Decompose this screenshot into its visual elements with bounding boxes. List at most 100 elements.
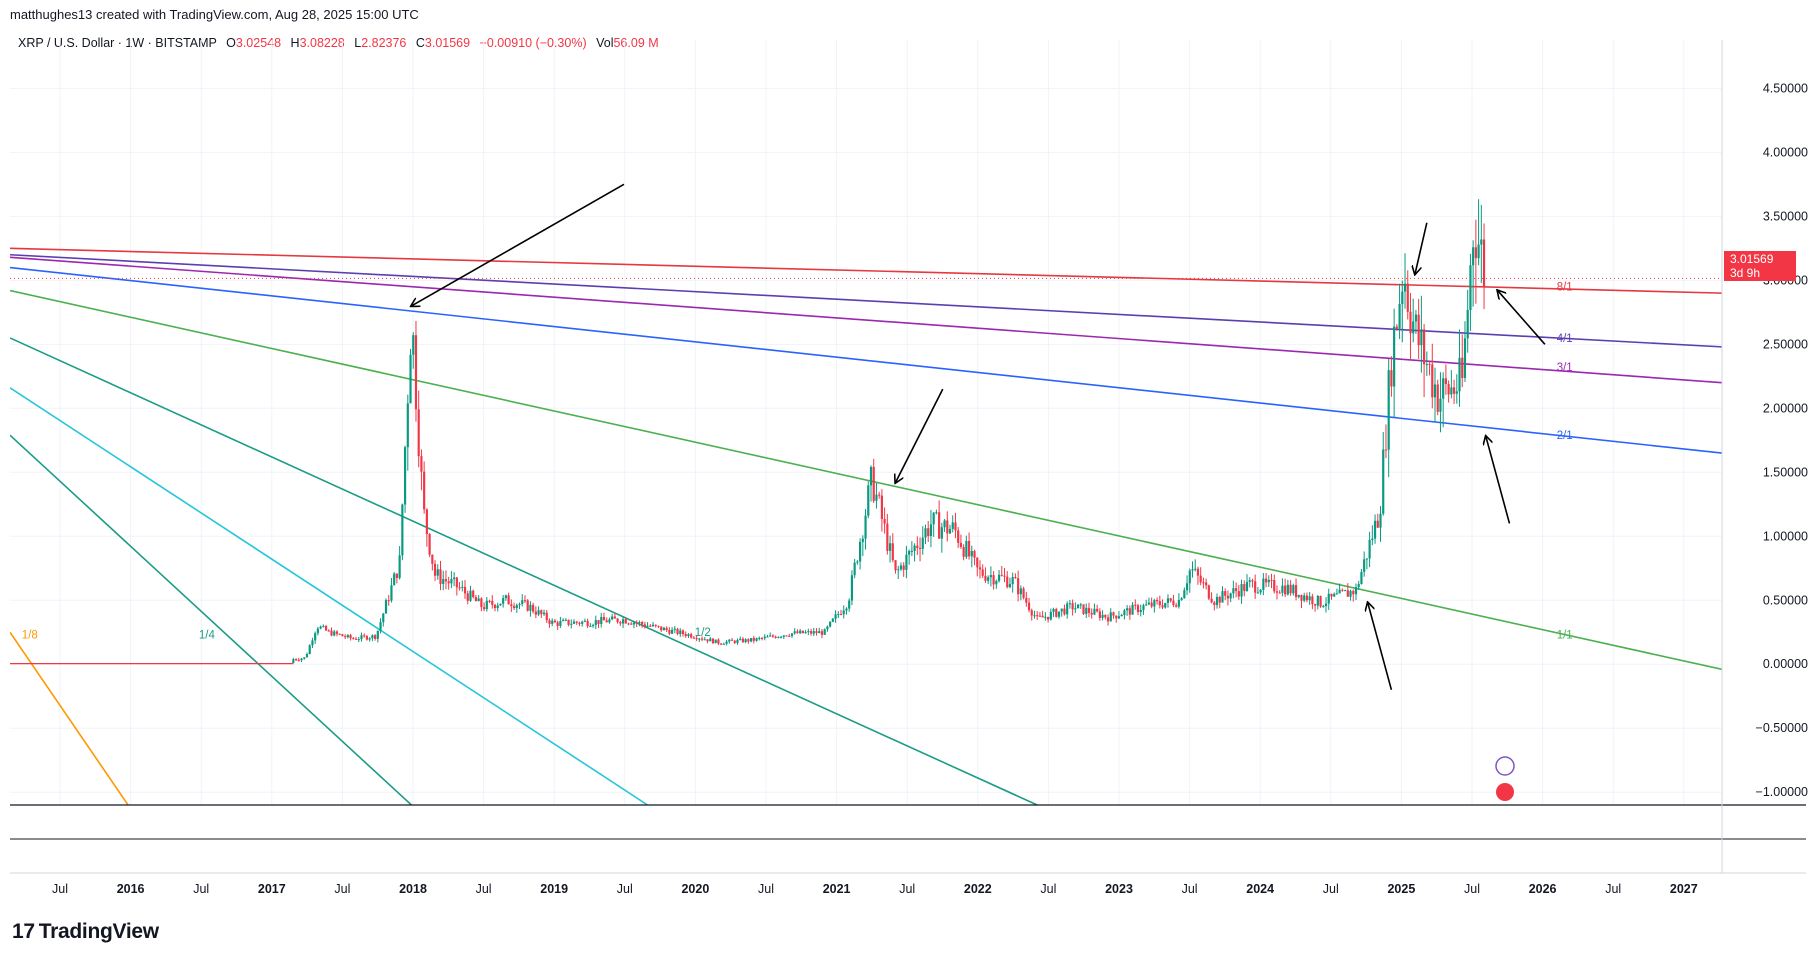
candle-body xyxy=(594,620,597,626)
candle-body xyxy=(406,403,409,448)
candle-body xyxy=(510,604,513,607)
candle-body xyxy=(973,551,976,558)
candle-body xyxy=(488,600,491,602)
time-tick-label: 2025 xyxy=(1387,882,1415,896)
candle-body xyxy=(455,577,458,588)
candle-body xyxy=(910,550,913,552)
candle-body xyxy=(826,626,829,630)
candle-body xyxy=(1196,568,1200,576)
candle-body xyxy=(684,634,687,637)
candle-body xyxy=(1308,596,1311,601)
candle-body xyxy=(1057,611,1061,617)
candle-body xyxy=(564,619,567,621)
candle-body xyxy=(641,622,644,625)
candle-body xyxy=(970,551,973,557)
candle-body xyxy=(333,631,336,636)
candle-body xyxy=(1463,338,1467,378)
candle-body xyxy=(1333,593,1336,597)
candle-body xyxy=(384,600,388,614)
candle-body xyxy=(1349,590,1352,597)
candle-body xyxy=(1033,615,1036,617)
candle-body xyxy=(1482,239,1486,287)
candle-body xyxy=(1052,609,1055,612)
candle-body xyxy=(1235,588,1238,592)
candle-body xyxy=(690,634,693,638)
candle-body xyxy=(1458,357,1461,392)
candle-body xyxy=(1207,585,1210,599)
brand-name: TradingView xyxy=(38,920,159,943)
candle-body xyxy=(1205,582,1208,586)
candle-body xyxy=(578,622,581,624)
time-tick-label: Jul xyxy=(899,882,915,896)
channel-line-8-1 xyxy=(10,247,1722,294)
candle-body xyxy=(962,546,965,557)
channel-line-4-1 xyxy=(10,253,1722,348)
candle-body xyxy=(469,590,472,601)
candle-body xyxy=(687,634,690,637)
candle-body xyxy=(401,504,404,556)
candle-body xyxy=(1436,384,1439,412)
candle-body xyxy=(1417,314,1420,346)
candle-body xyxy=(1240,584,1243,597)
candle-body xyxy=(932,512,935,525)
time-tick-label: 2024 xyxy=(1246,882,1274,896)
chart-frame xyxy=(10,40,1806,874)
candle-body xyxy=(1311,596,1314,605)
candle-body xyxy=(978,567,982,570)
candle-body xyxy=(1278,592,1281,594)
candle-body xyxy=(341,634,344,637)
candle-body xyxy=(1354,587,1358,595)
time-tick-label: Jul xyxy=(1040,882,1056,896)
candle-body xyxy=(872,466,875,501)
candle-body xyxy=(439,569,442,584)
channel-line-3-1 xyxy=(10,256,1722,384)
candle-body xyxy=(869,466,873,486)
candle-body xyxy=(1273,579,1276,592)
candle-body xyxy=(1085,607,1088,614)
candle-body xyxy=(387,600,390,602)
candle-body xyxy=(1300,594,1303,601)
time-tick-label: 2027 xyxy=(1670,882,1698,896)
candle-body xyxy=(1115,615,1118,619)
time-tick-label: 2022 xyxy=(964,882,992,896)
candle-body xyxy=(559,621,562,626)
price-tick-label: −1.00000 xyxy=(1756,785,1809,799)
price-tick-label: 1.00000 xyxy=(1763,529,1808,543)
candle-body xyxy=(676,628,679,635)
annotation-arrow xyxy=(1486,436,1511,524)
candle-body xyxy=(1284,585,1287,595)
symbol-name[interactable]: XRP / U.S. Dollar · 1W · BITSTAMP xyxy=(18,36,217,50)
us-flag-icon xyxy=(1496,783,1514,801)
candle-body xyxy=(1365,558,1368,560)
candle-body xyxy=(741,638,745,643)
candle-body xyxy=(545,612,548,621)
candle-body xyxy=(1049,611,1052,620)
candle-body xyxy=(1224,591,1227,596)
candle-body xyxy=(1090,612,1093,615)
candle-body xyxy=(1442,378,1445,399)
candle-body xyxy=(1096,608,1099,612)
candle-body xyxy=(1412,321,1415,334)
candle-body xyxy=(480,598,483,608)
candle-body xyxy=(1082,604,1085,614)
candle-body xyxy=(496,605,499,609)
candle-body xyxy=(1447,384,1450,395)
candle-body xyxy=(730,639,734,641)
candle-body xyxy=(493,604,497,609)
candle-body xyxy=(891,543,894,561)
candle-body xyxy=(1270,579,1273,581)
candle-body xyxy=(414,335,418,410)
tradingview-logo[interactable]: 17 TradingView xyxy=(12,920,159,944)
candle-body xyxy=(660,626,663,631)
candle-body xyxy=(1368,539,1371,559)
candle-body xyxy=(1477,244,1480,259)
time-tick-label: Jul xyxy=(617,882,633,896)
candle-body xyxy=(657,625,660,627)
candle-body xyxy=(804,632,807,634)
candle-body xyxy=(1237,591,1240,597)
time-tick-label: Jul xyxy=(334,882,350,896)
candle-body xyxy=(1341,589,1344,591)
candle-body xyxy=(1275,591,1279,593)
candle-body xyxy=(700,638,704,640)
